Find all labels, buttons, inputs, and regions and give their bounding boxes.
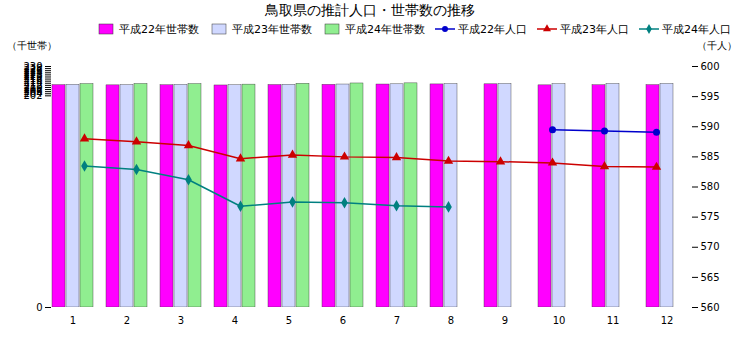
svg-text:1: 1	[70, 315, 76, 326]
svg-text:560: 560	[701, 302, 720, 313]
svg-text:230: 230	[23, 61, 42, 72]
svg-text:575: 575	[701, 211, 720, 222]
html-text:平成23年世帯数: 平成23年世帯数	[232, 22, 312, 36]
svg-text:12: 12	[661, 315, 674, 326]
svg-text:（千人）: （千人）	[697, 40, 737, 51]
svg-text:565: 565	[701, 272, 720, 283]
svg-text:8: 8	[448, 315, 454, 326]
svg-text:580: 580	[701, 181, 720, 192]
svg-text:10: 10	[553, 315, 566, 326]
html-text:平成22年人口: 平成22年人口	[458, 22, 527, 36]
html-text:平成24年人口: 平成24年人口	[662, 22, 731, 36]
svg-text:595: 595	[701, 91, 720, 102]
svg-text:4: 4	[232, 315, 238, 326]
html-text:平成22年世帯数: 平成22年世帯数	[119, 22, 199, 36]
svg-text:11: 11	[607, 315, 620, 326]
svg-text:9: 9	[502, 315, 508, 326]
svg-text:7: 7	[394, 315, 400, 326]
svg-text:3: 3	[178, 315, 184, 326]
svg-text:5: 5	[286, 315, 292, 326]
svg-text:2: 2	[124, 315, 130, 326]
svg-text:585: 585	[701, 151, 720, 162]
svg-text:0: 0	[36, 302, 42, 313]
html-text:平成23年人口: 平成23年人口	[560, 22, 629, 36]
svg-text:6: 6	[340, 315, 346, 326]
svg-text:600: 600	[701, 61, 720, 72]
svg-text:590: 590	[701, 121, 720, 132]
html-text:鳥取県の推計人口・世帯数の推移: 鳥取県の推計人口・世帯数の推移	[264, 2, 475, 18]
html-text:平成24年世帯数: 平成24年世帯数	[345, 22, 425, 36]
svg-text:（千世帯）: （千世帯）	[7, 40, 57, 51]
svg-text:570: 570	[701, 241, 720, 252]
